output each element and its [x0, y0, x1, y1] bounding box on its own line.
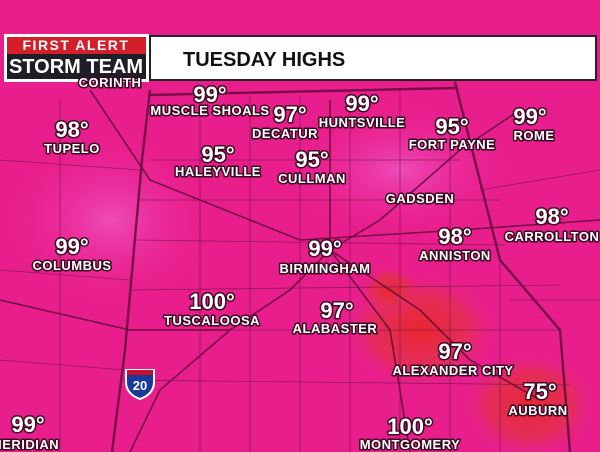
shield [125, 369, 155, 401]
city-name: CULLMAN [278, 171, 346, 186]
city-name: BIRMINGHAM [280, 261, 371, 276]
temperature: 95° [201, 142, 234, 167]
temperature: 99° [55, 234, 88, 259]
city-name: CARROLLTON [505, 229, 600, 244]
city-name: CORINTH [79, 75, 142, 90]
city-name: HALEYVILLE [175, 164, 261, 179]
city-name: FORT PAYNE [409, 137, 496, 152]
title: TUESDAY HIGHS [183, 49, 345, 71]
city-name: TUPELO [44, 141, 100, 156]
city-name: AUBURN [508, 403, 567, 418]
temperature: 97° [320, 298, 353, 323]
temperature: 97° [273, 102, 306, 127]
temperature: 99° [513, 104, 546, 129]
city-name: TUSCALOOSA [164, 313, 260, 328]
city-name: DECATUR [252, 126, 318, 141]
temperature: 98° [438, 224, 471, 249]
hot-area [460, 350, 600, 452]
roads [0, 89, 600, 452]
state-lines [110, 81, 572, 452]
city-name: COLUMBUS [32, 258, 111, 273]
temperature: 75° [523, 379, 556, 404]
temperature: 99° [11, 412, 44, 437]
shade [0, 130, 220, 310]
interstate-shield: 20 [125, 369, 155, 401]
logo-bottom-band [7, 54, 146, 79]
temperature: 95° [295, 147, 328, 172]
city-name: ALABASTER [293, 321, 378, 336]
city-name: ALEXANDER CITY [392, 363, 513, 378]
temperature: 99° [193, 82, 226, 107]
city-name: HUNTSVILLE [319, 115, 406, 130]
temperature: 100° [387, 414, 433, 439]
logo-top-band [7, 37, 146, 54]
header: FIRST ALERT STORM TEAM TUESDAY HIGHS [4, 34, 597, 82]
temperature: 100° [189, 289, 235, 314]
temperature: 99° [345, 91, 378, 116]
shield-band [127, 370, 153, 375]
temperature: 98° [535, 204, 568, 229]
logo-bottom: STORM TEAM [9, 56, 143, 78]
logo-top: FIRST ALERT [23, 37, 130, 53]
temperature: 98° [55, 117, 88, 142]
city-name: GADSDEN [386, 191, 455, 206]
title-bar [149, 35, 597, 81]
temperature: 97° [438, 339, 471, 364]
temperature: 99° [308, 236, 341, 261]
city-name: ANNISTON [419, 248, 491, 263]
interstate-number: 20 [133, 378, 147, 393]
city-labels: CORINTH 99°MUSCLE SHOALS 97°DECATUR99°HUNT… [0, 74, 600, 452]
city-name: MONTGOMERY [360, 437, 461, 452]
city-name: MERIDIAN [0, 437, 59, 452]
city-name: ROME [514, 128, 555, 143]
city-name: MUSCLE SHOALS [150, 103, 269, 118]
temperature: 95° [435, 114, 468, 139]
county-lines [0, 90, 600, 452]
